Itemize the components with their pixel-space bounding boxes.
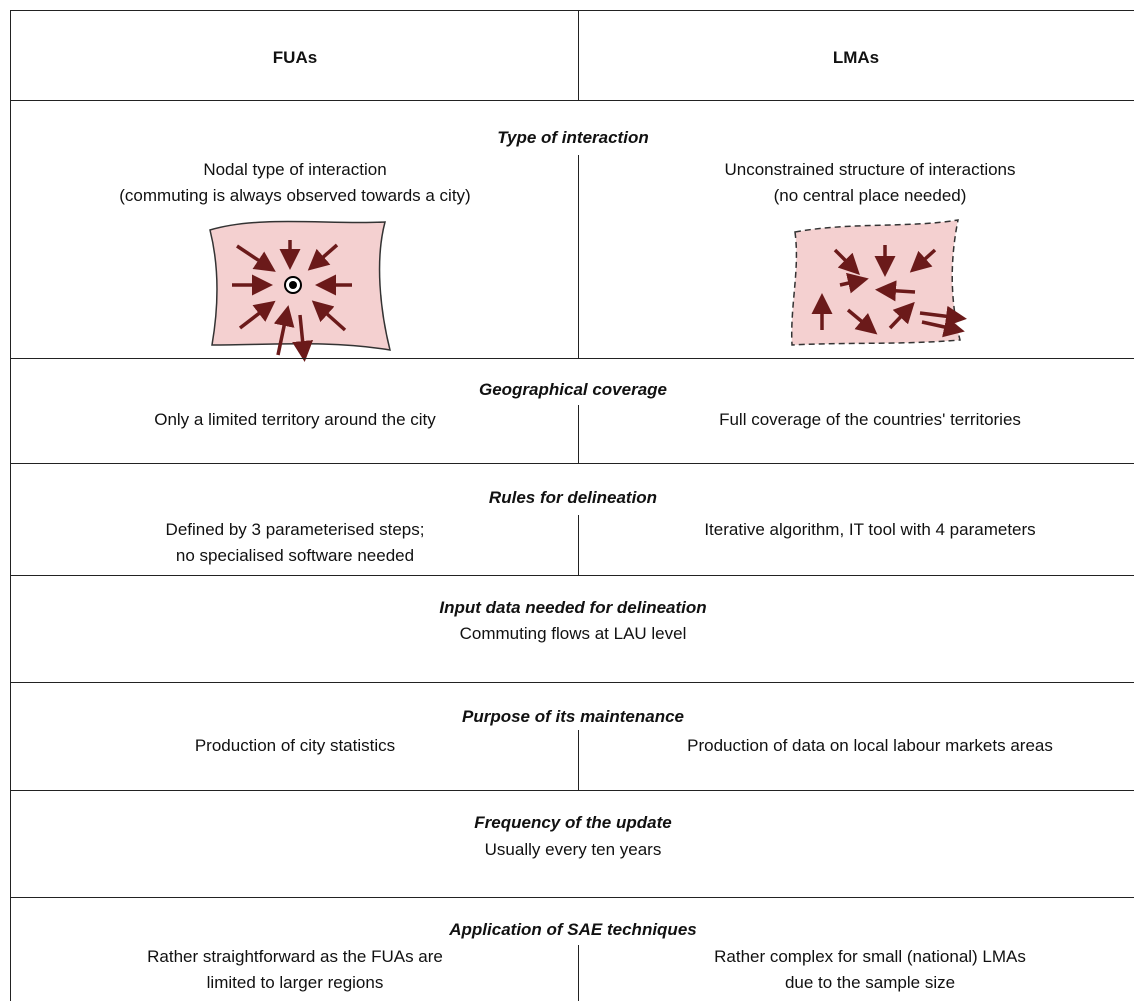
row-heading: Frequency of the update [474, 813, 672, 832]
column-header: FUAs [272, 48, 318, 67]
row-heading: Application of SAE techniques [449, 920, 697, 939]
column-header: LMAs [832, 48, 880, 67]
cell-text: (no central place needed) [773, 186, 967, 205]
cell-text: Production of data on local labour marke… [687, 736, 1053, 755]
cell-text: limited to larger regions [206, 973, 384, 992]
row-border [10, 100, 1134, 101]
cell-text: (commuting is always observed towards a … [119, 186, 471, 205]
divider [578, 155, 579, 358]
row-heading: Type of interaction [497, 128, 649, 147]
cell-text: Defined by 3 parameterised steps; [165, 520, 425, 539]
cell-text: Rather straightforward as the FUAs are [147, 947, 443, 966]
lma-diagram [790, 219, 967, 346]
divider [578, 405, 579, 463]
cell-text: Full coverage of the countries' territor… [719, 410, 1021, 429]
row-border [10, 682, 1134, 683]
cell-text: no specialised software needed [175, 546, 415, 565]
row-border [10, 575, 1134, 576]
cell-text: Nodal type of interaction [203, 160, 387, 179]
fua-diagram [209, 220, 392, 362]
border [10, 10, 1134, 11]
divider [578, 945, 579, 1001]
row-heading: Purpose of its maintenance [462, 707, 684, 726]
cell-text: due to the sample size [784, 973, 956, 992]
row-border [10, 897, 1134, 898]
row-border [10, 463, 1134, 464]
cell-text: Commuting flows at LAU level [459, 624, 687, 643]
cell-text: Iterative algorithm, IT tool with 4 para… [704, 520, 1036, 539]
row-heading: Input data needed for delineation [439, 598, 707, 617]
row-border [10, 358, 1134, 359]
cell-text: Only a limited territory around the city [154, 410, 436, 429]
divider [578, 10, 579, 100]
row-heading: Rules for delineation [488, 488, 658, 507]
cell-text: Rather complex for small (national) LMAs [714, 947, 1026, 966]
divider [578, 515, 579, 575]
cell-text: Usually every ten years [484, 840, 662, 859]
row-border [10, 790, 1134, 791]
border [10, 10, 11, 1001]
row-heading: Geographical coverage [478, 380, 668, 399]
cell-text: Unconstrained structure of interactions [724, 160, 1016, 179]
divider [578, 730, 579, 790]
cell-text: Production of city statistics [194, 736, 396, 755]
